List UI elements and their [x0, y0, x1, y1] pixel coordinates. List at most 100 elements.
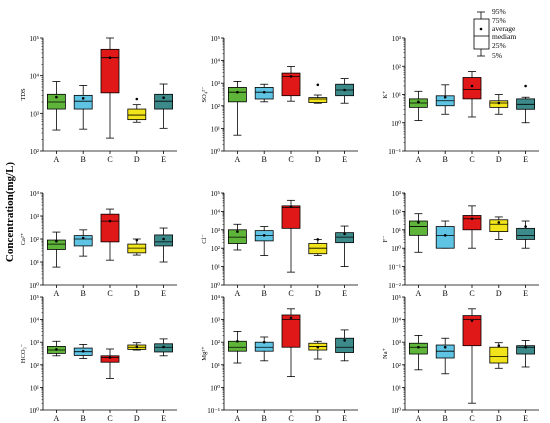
- x-tick-label: C: [107, 289, 112, 298]
- mean-point: [262, 90, 266, 94]
- box-A: [47, 340, 66, 357]
- y-tick-label: 10⁵: [392, 294, 402, 302]
- y-tick-label: 10³: [211, 227, 220, 235]
- y-tick-label: 10⁰: [391, 407, 401, 415]
- mean-point: [524, 345, 527, 349]
- box-C: [462, 205, 482, 249]
- panel-6: 10⁻² 10⁻¹ 10⁰ 10¹ 10² 10³ F⁻ A B C D E: [382, 190, 539, 298]
- mean-point: [81, 97, 85, 100]
- iqr-box: [254, 341, 274, 352]
- iqr-box: [462, 77, 482, 100]
- box-B: [254, 83, 274, 103]
- mean-point: [316, 345, 320, 349]
- box-A: [227, 223, 247, 251]
- x-tick-label: C: [107, 155, 112, 164]
- x-tick-label: D: [496, 289, 502, 298]
- panel-ylabel: Ca²⁺: [20, 233, 27, 246]
- y-tick-label: 10⁰: [391, 245, 401, 253]
- box-E: [335, 329, 355, 362]
- iqr-box: [154, 234, 174, 247]
- mean-point: [443, 345, 447, 349]
- box-D: [308, 83, 328, 104]
- panel-ylabel: K⁺: [382, 90, 389, 98]
- iqr-box: [516, 345, 535, 355]
- x-tick-label: C: [107, 414, 112, 423]
- panel-ylabel: Na⁺: [382, 348, 389, 359]
- mean-point: [470, 319, 474, 322]
- x-tick-label: D: [315, 414, 321, 423]
- iqr-box: [154, 93, 174, 110]
- x-tick-label: A: [235, 289, 241, 298]
- box-D: [308, 340, 328, 360]
- panel-ylabel: F⁻: [382, 235, 389, 242]
- box-C: [281, 66, 301, 102]
- x-tick-label: C: [288, 414, 293, 423]
- mean-point: [497, 344, 501, 348]
- box-A: [47, 81, 66, 131]
- iqr-box: [308, 243, 328, 255]
- x-tick-label: B: [443, 155, 448, 164]
- box-B: [254, 336, 274, 362]
- mean-point: [81, 349, 85, 353]
- mean-point: [470, 217, 474, 221]
- y-tick-label: 10¹: [392, 227, 401, 235]
- x-tick-label: A: [54, 414, 60, 423]
- box-A: [408, 213, 428, 253]
- mean-point: [262, 340, 266, 344]
- x-tick-label: E: [523, 289, 528, 298]
- box-E: [516, 220, 535, 249]
- mean-point: [343, 232, 346, 236]
- y-tick-label: 10²: [392, 208, 401, 216]
- box-E: [335, 225, 355, 268]
- x-tick-label: D: [496, 155, 502, 164]
- y-tick-label: 10²: [211, 103, 220, 111]
- y-tick-label: 10²: [30, 148, 39, 156]
- panel-9: 10⁰ 10¹ 10² 10³ 10⁴ 10⁵ Na⁺ A B C D E: [382, 294, 539, 423]
- box-A: [227, 331, 247, 364]
- x-tick-label: E: [161, 155, 166, 164]
- panel-ylabel: TDS: [20, 88, 27, 101]
- box-D: [489, 216, 509, 240]
- panel-ylabel: SO₄²⁻: [201, 87, 208, 103]
- box-E: [154, 83, 174, 129]
- iqr-box: [281, 72, 301, 97]
- iqr-box: [489, 219, 509, 232]
- iqr-box: [100, 213, 120, 243]
- iqr-box: [73, 235, 93, 247]
- y-tick-label: 10¹: [30, 259, 39, 267]
- box-C: [100, 348, 120, 379]
- iqr-box: [227, 87, 247, 103]
- box-D: [489, 342, 509, 369]
- mean-point: [162, 237, 165, 241]
- mean-point: [443, 234, 447, 237]
- box-E: [154, 338, 174, 357]
- y-tick-label: 10⁴: [211, 294, 221, 302]
- y-tick-label: 10¹: [392, 384, 401, 392]
- mean-point: [236, 230, 239, 233]
- box-B: [435, 337, 455, 375]
- panel-5: 10⁰ 10¹ 10² 10³ 10⁴ 10⁵ Cl⁻ A B C D E: [201, 190, 358, 298]
- box-A: [47, 231, 66, 268]
- y-tick-label: 10⁰: [29, 282, 39, 290]
- iqr-box: [516, 227, 535, 240]
- x-tick-label: C: [469, 155, 474, 164]
- iqr-box: [408, 342, 428, 355]
- box-E: [154, 227, 174, 263]
- y-tick-label: 10⁻¹: [388, 148, 401, 156]
- box-A: [408, 90, 428, 121]
- mean-point: [262, 234, 266, 237]
- y-tick-label: 10³: [30, 110, 39, 118]
- iqr-box: [127, 108, 147, 121]
- y-tick-label: 10³: [30, 339, 39, 347]
- x-tick-label: B: [81, 289, 86, 298]
- mean-point: [343, 339, 346, 342]
- y-tick-label: 10²: [211, 339, 220, 347]
- mean-point: [497, 101, 501, 105]
- y-tick-label: 10¹: [211, 264, 220, 272]
- box-C: [100, 208, 120, 261]
- x-tick-label: B: [81, 414, 86, 423]
- x-tick-label: C: [288, 289, 293, 298]
- legend-mean: [479, 27, 483, 31]
- legend-box: [473, 18, 490, 50]
